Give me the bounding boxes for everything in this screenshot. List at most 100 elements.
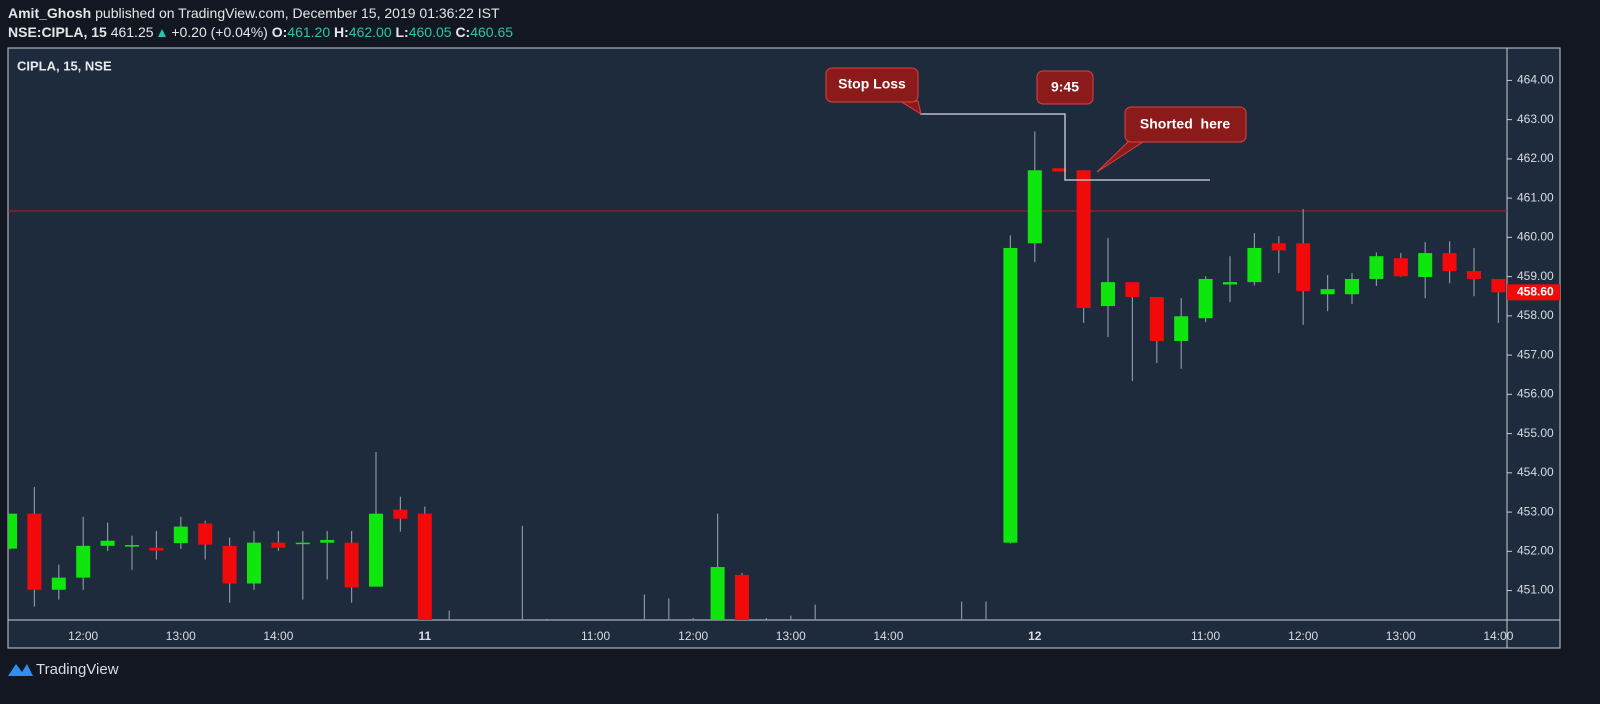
candle-body — [1149, 297, 1164, 341]
header-line: Amit_Ghosh published on TradingView.com,… — [8, 4, 517, 23]
x-tick-label: 14:00 — [1483, 629, 1513, 643]
y-tick-label: 452.00 — [1517, 543, 1554, 557]
callout: Stop Loss — [825, 67, 922, 116]
candle-body — [198, 523, 213, 545]
candle-body — [149, 547, 164, 551]
candle-body — [1418, 253, 1433, 278]
candle-body — [1247, 247, 1262, 283]
ohlc-value: 462.00 — [348, 24, 392, 40]
candle-body — [1052, 168, 1067, 172]
candle-body — [1003, 247, 1018, 543]
candle-body — [735, 574, 749, 620]
candle-body — [1393, 258, 1408, 277]
change: +0.20 (+0.04%) — [171, 24, 268, 40]
candle-body — [247, 542, 261, 584]
chart-title: CIPLA, 15, NSE — [17, 58, 112, 73]
y-tick-label: 464.00 — [1517, 73, 1554, 87]
logo-icon — [8, 664, 33, 676]
y-tick-label: 456.00 — [1517, 387, 1554, 401]
y-tick-label: 454.00 — [1517, 465, 1554, 479]
author: Amit_Ghosh — [8, 5, 92, 21]
candle-body — [1442, 253, 1457, 272]
candle-body — [1174, 316, 1189, 341]
candle-body — [1271, 243, 1286, 251]
footer-logo: TradingView — [8, 661, 119, 678]
symbol: NSE:CIPLA, 15 — [8, 24, 107, 40]
y-tick-label: 457.00 — [1517, 347, 1554, 361]
y-tick-label: 458.00 — [1517, 308, 1554, 322]
callout-text: 9:45 — [1051, 79, 1079, 95]
candle-body — [417, 513, 432, 620]
candle-body — [1345, 278, 1359, 295]
candle-body — [1223, 282, 1237, 285]
y-tick-label: 462.00 — [1517, 151, 1554, 165]
candle-body — [344, 542, 359, 588]
candle-body — [1491, 278, 1506, 293]
x-tick-label: 13:00 — [166, 629, 196, 643]
y-tick-label: 459.00 — [1517, 269, 1554, 283]
header-line: NSE:CIPLA, 15 461.25 +0.20 (+0.04%) O:46… — [8, 23, 517, 42]
x-tick-label: 14:00 — [263, 629, 293, 643]
x-tick-label: 12 — [1028, 629, 1042, 643]
x-tick-label: 11:00 — [581, 629, 610, 643]
x-tick-label: 13:00 — [1386, 629, 1416, 643]
y-tick-label: 460.00 — [1517, 230, 1554, 244]
candle-body — [173, 526, 188, 544]
candle-body — [393, 509, 408, 519]
y-tick-label: 453.00 — [1517, 504, 1554, 518]
y-tick-label: 461.00 — [1517, 190, 1554, 204]
ohlc-key: H: — [334, 24, 349, 40]
candle-body — [27, 513, 42, 590]
candle-body — [1076, 170, 1091, 309]
x-tick-label: 11:00 — [1191, 629, 1220, 643]
up-arrow — [158, 29, 167, 37]
ohlc-key: O: — [271, 24, 288, 40]
candle-body — [710, 567, 725, 620]
callout-text: Stop Loss — [838, 76, 906, 92]
chart-frame — [7, 47, 1561, 649]
candle-body — [369, 513, 383, 587]
last-price-marker — [1507, 284, 1560, 301]
candle-body — [1027, 170, 1042, 244]
candle-body — [295, 542, 310, 545]
candle-body — [100, 540, 115, 546]
candle-body — [1296, 243, 1311, 292]
candle-body — [271, 542, 286, 548]
published: published on TradingView.com, December 1… — [95, 5, 500, 21]
callout: 9:45 — [1036, 70, 1094, 105]
ohlc: O:461.20 H:462.00 L:460.05 C:460.65 — [272, 24, 517, 40]
candle-body — [1198, 278, 1213, 319]
callout-box — [1036, 70, 1094, 105]
candles — [8, 131, 1506, 620]
candle-body — [1101, 282, 1115, 307]
ohlc-value: 461.20 — [287, 24, 331, 40]
ohlc-value: 460.05 — [408, 24, 452, 40]
ohlc-key: C: — [455, 24, 471, 40]
last-price-label: 458.60 — [1517, 284, 1554, 298]
trade-lines — [920, 113, 1210, 181]
x-tick-label: 14:00 — [873, 629, 903, 643]
x-tick-label: 13:00 — [776, 629, 806, 643]
x-tick-label: 12:00 — [68, 629, 98, 643]
header: Amit_Ghosh published on TradingView.com,… — [8, 4, 517, 42]
candle-body — [1369, 256, 1384, 279]
callout: Shorted here — [1096, 106, 1247, 173]
candle-body — [222, 545, 237, 584]
candle-body — [76, 545, 91, 578]
price: 461.25 — [110, 24, 154, 40]
callout-box — [825, 67, 919, 103]
candle-body — [1467, 271, 1481, 279]
y-tick-label: 463.00 — [1517, 112, 1554, 126]
candle-body — [51, 577, 66, 590]
x-tick-label: 12:00 — [1288, 629, 1318, 643]
x-tick-label: 12:00 — [678, 629, 708, 643]
callout-box — [1124, 106, 1247, 143]
x-tick-label: 11 — [418, 629, 431, 643]
candle-body — [1125, 282, 1140, 298]
candle-body — [8, 513, 17, 549]
candle-body — [125, 545, 139, 547]
y-tick-label: 455.00 — [1517, 426, 1554, 440]
